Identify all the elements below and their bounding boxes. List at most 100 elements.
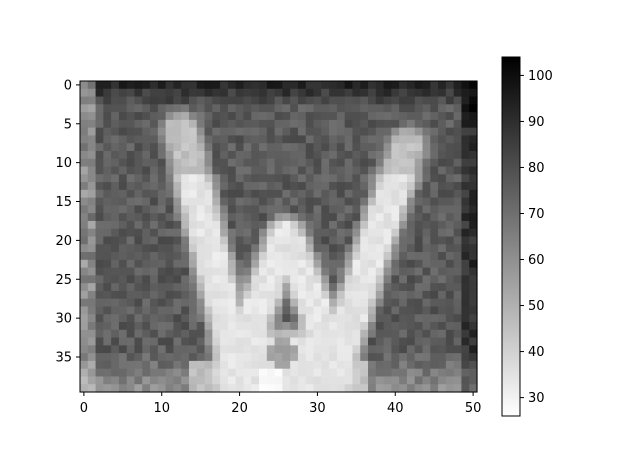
heatmap-cell [305, 283, 315, 292]
heatmap-cell [251, 267, 260, 276]
heatmap-cell [212, 244, 221, 253]
heatmap-cell [204, 322, 213, 331]
heatmap-cell [445, 189, 455, 199]
heatmap-cell [181, 88, 190, 98]
heatmap-cell [305, 158, 315, 168]
heatmap-cell [329, 166, 338, 175]
heatmap-cell [282, 174, 291, 183]
heatmap-cell [305, 197, 315, 207]
heatmap-cell [344, 213, 354, 222]
heatmap-cell [126, 189, 136, 199]
heatmap-cell [165, 283, 175, 292]
heatmap-cell [383, 329, 392, 339]
heatmap-cell [188, 205, 198, 214]
heatmap-cell [391, 135, 400, 144]
heatmap-cell [87, 96, 97, 105]
heatmap-cell [391, 119, 400, 129]
heatmap-cell [118, 236, 128, 245]
heatmap-cell [181, 213, 190, 222]
heatmap-cell [95, 345, 104, 354]
heatmap-cell [282, 197, 291, 207]
heatmap-cell [142, 197, 151, 207]
heatmap-cell [329, 135, 338, 144]
heatmap-cell [375, 96, 385, 105]
heatmap-cell [461, 283, 470, 292]
heatmap-cell [336, 290, 346, 300]
heatmap-cell [352, 119, 361, 129]
heatmap-cell [142, 174, 151, 183]
heatmap-cell [142, 244, 151, 253]
heatmap-cell [461, 166, 470, 175]
heatmap-cell [297, 127, 307, 137]
heatmap-cell [282, 384, 291, 393]
heatmap-cell [414, 384, 424, 393]
heatmap-cell [383, 345, 392, 354]
heatmap-cell [266, 119, 276, 129]
heatmap-cell [313, 88, 322, 98]
heatmap-cell [165, 135, 175, 144]
heatmap-cell [251, 306, 260, 315]
heatmap-cell [220, 290, 229, 300]
heatmap-cell [297, 213, 307, 222]
heatmap-cell [274, 244, 283, 253]
heatmap-cell [453, 353, 463, 362]
heatmap-cell [181, 81, 190, 90]
heatmap-cell [259, 205, 268, 214]
heatmap-cell [282, 127, 291, 137]
heatmap-cell [142, 228, 151, 238]
heatmap-cell [414, 166, 424, 175]
y-tick-label: 15 [55, 195, 72, 210]
heatmap-cell [188, 283, 198, 292]
heatmap-cell [406, 220, 416, 230]
heatmap-cell [290, 143, 299, 152]
heatmap-cell [150, 244, 159, 253]
heatmap-cell [111, 189, 120, 199]
heatmap-cell [297, 376, 307, 385]
heatmap-cell [422, 384, 431, 393]
heatmap-cell [406, 197, 416, 207]
heatmap-cell [259, 376, 268, 385]
heatmap-cell [344, 275, 354, 284]
heatmap-cell [266, 360, 276, 370]
heatmap-cell [259, 96, 268, 105]
heatmap-cell [430, 244, 439, 253]
heatmap-cell [438, 275, 447, 284]
heatmap-cell [399, 353, 408, 362]
heatmap-cell [103, 322, 112, 331]
heatmap-cell [344, 104, 354, 113]
heatmap-cell [126, 329, 136, 339]
heatmap-cell [111, 182, 120, 191]
heatmap-cell [157, 143, 167, 152]
heatmap-cell [375, 329, 385, 339]
heatmap-cell [87, 174, 97, 183]
heatmap-cell [220, 267, 229, 276]
heatmap-cell [422, 252, 431, 261]
heatmap-cell [103, 135, 112, 144]
heatmap-cell [469, 322, 478, 331]
heatmap-cell [375, 112, 385, 121]
heatmap-cell [118, 252, 128, 261]
heatmap-cell [251, 112, 260, 121]
heatmap-cell [336, 182, 346, 191]
heatmap-cell [375, 267, 385, 276]
heatmap-cell [375, 322, 385, 331]
heatmap-cell [399, 259, 408, 269]
heatmap-cell [375, 360, 385, 370]
heatmap-cell [173, 244, 182, 253]
heatmap-cell [111, 314, 120, 323]
heatmap-cell [430, 306, 439, 315]
heatmap-cell [142, 275, 151, 284]
heatmap-cell [375, 127, 385, 137]
heatmap-cell [297, 259, 307, 269]
heatmap-cell [383, 81, 392, 90]
heatmap-cell [438, 166, 447, 175]
heatmap-cell [406, 96, 416, 105]
heatmap-cell [391, 306, 400, 315]
heatmap-cell [173, 174, 182, 183]
heatmap-cell [118, 166, 128, 175]
heatmap-cell [220, 376, 229, 385]
heatmap-cell [212, 104, 221, 113]
heatmap-cell [111, 88, 120, 98]
heatmap-cell [188, 127, 198, 137]
